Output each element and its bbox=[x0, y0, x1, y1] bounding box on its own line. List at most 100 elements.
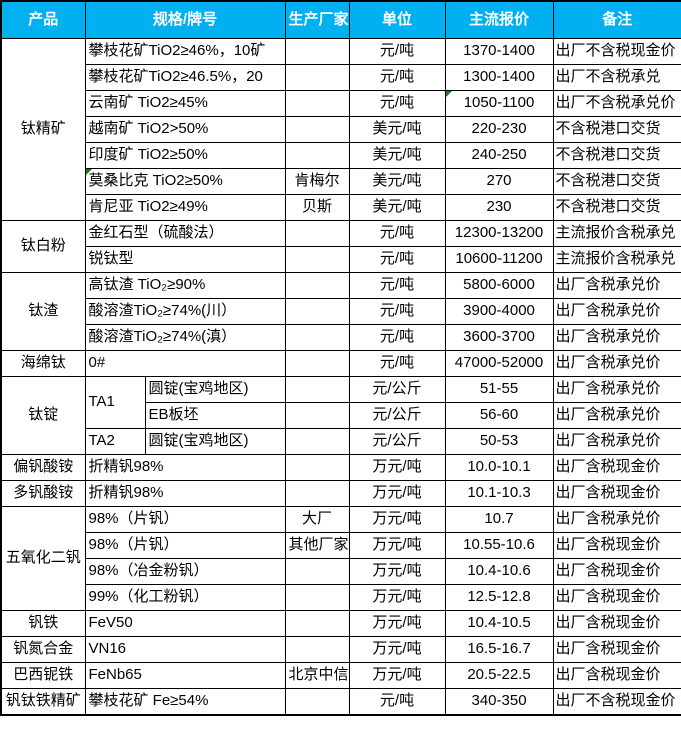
price-cell[interactable]: 10.4-10.5 bbox=[444, 610, 554, 637]
manufacturer-cell[interactable] bbox=[284, 636, 350, 663]
spec-cell[interactable]: 高钛渣 TiO₂≥90% bbox=[84, 272, 286, 299]
manufacturer-cell[interactable] bbox=[284, 402, 350, 429]
price-cell[interactable]: 56-60 bbox=[444, 402, 554, 429]
note-cell[interactable]: 出厂不含税承兑价 bbox=[552, 90, 681, 117]
price-cell[interactable]: 220-230 bbox=[444, 116, 554, 143]
note-cell[interactable]: 出厂含税承兑价 bbox=[552, 350, 681, 377]
note-cell[interactable]: 不含税港口交货 bbox=[552, 116, 681, 143]
price-cell[interactable]: 240-250 bbox=[444, 142, 554, 169]
unit-cell[interactable]: 元/公斤 bbox=[348, 428, 446, 455]
note-cell[interactable]: 不含税港口交货 bbox=[552, 142, 681, 169]
product-cell-ti-concentrate[interactable]: 钛精矿 bbox=[0, 38, 86, 221]
price-cell[interactable]: 10.4-10.6 bbox=[444, 558, 554, 585]
unit-cell[interactable]: 美元/吨 bbox=[348, 168, 446, 195]
product-cell-sponge-ti[interactable]: 海绵钛 bbox=[0, 350, 86, 377]
spec-cell[interactable]: 肯尼亚 TiO2≥49% bbox=[84, 194, 286, 221]
price-cell[interactable]: 1300-1400 bbox=[444, 64, 554, 91]
spec-grade-cell[interactable]: TA1 bbox=[84, 376, 146, 429]
header-unit[interactable]: 单位 bbox=[348, 0, 446, 39]
manufacturer-cell[interactable] bbox=[284, 558, 350, 585]
unit-cell[interactable]: 元/吨 bbox=[348, 324, 446, 351]
note-cell[interactable]: 出厂含税承兑价 bbox=[552, 506, 681, 533]
product-cell-ti-ingot[interactable]: 钛锭 bbox=[0, 376, 86, 455]
unit-cell[interactable]: 万元/吨 bbox=[348, 662, 446, 689]
note-cell[interactable]: 出厂含税承兑价 bbox=[552, 428, 681, 455]
price-cell[interactable]: 10.7 bbox=[444, 506, 554, 533]
product-cell-ammonium-polyvanadate[interactable]: 多钒酸铵 bbox=[0, 480, 86, 507]
unit-cell[interactable]: 元/吨 bbox=[348, 272, 446, 299]
price-cell[interactable]: 1050-1100 bbox=[444, 90, 554, 117]
price-cell[interactable]: 10.55-10.6 bbox=[444, 532, 554, 559]
note-cell[interactable]: 不含税港口交货 bbox=[552, 168, 681, 195]
spec-grade-cell[interactable]: TA2 bbox=[84, 428, 146, 455]
unit-cell[interactable]: 万元/吨 bbox=[348, 558, 446, 585]
product-cell-ti-dioxide[interactable]: 钛白粉 bbox=[0, 220, 86, 273]
manufacturer-cell[interactable]: 其他厂家 bbox=[284, 532, 350, 559]
spec-cell[interactable]: 金红石型（硫酸法） bbox=[84, 220, 286, 247]
note-cell[interactable]: 出厂含税承兑价 bbox=[552, 298, 681, 325]
spec-cell[interactable]: 酸溶渣TiO₂≥74%(滇） bbox=[84, 324, 286, 351]
unit-cell[interactable]: 万元/吨 bbox=[348, 636, 446, 663]
price-cell[interactable]: 5800-6000 bbox=[444, 272, 554, 299]
note-cell[interactable]: 出厂含税承兑价 bbox=[552, 376, 681, 403]
manufacturer-cell[interactable] bbox=[284, 116, 350, 143]
unit-cell[interactable]: 元/吨 bbox=[348, 350, 446, 377]
manufacturer-cell[interactable]: 北京中信 bbox=[284, 662, 350, 689]
note-cell[interactable]: 出厂含税承兑价 bbox=[552, 402, 681, 429]
spec-cell[interactable]: 越南矿 TiO2>50% bbox=[84, 116, 286, 143]
note-cell[interactable]: 出厂含税承兑价 bbox=[552, 324, 681, 351]
spec-cell[interactable]: 99%（化工粉钒） bbox=[84, 584, 286, 611]
manufacturer-cell[interactable] bbox=[284, 90, 350, 117]
unit-cell[interactable]: 美元/吨 bbox=[348, 194, 446, 221]
manufacturer-cell[interactable] bbox=[284, 220, 350, 247]
manufacturer-cell[interactable] bbox=[284, 454, 350, 481]
product-cell-vti-magnetite[interactable]: 钒钛铁精矿 bbox=[0, 688, 86, 716]
product-cell-v2o5[interactable]: 五氧化二钒 bbox=[0, 506, 86, 611]
unit-cell[interactable]: 万元/吨 bbox=[348, 480, 446, 507]
spec-cell[interactable]: 印度矿 TiO2≥50% bbox=[84, 142, 286, 169]
spec-cell[interactable]: 98%（片钒） bbox=[84, 506, 286, 533]
spec-form-cell[interactable]: EB板坯 bbox=[144, 402, 286, 429]
manufacturer-cell[interactable] bbox=[284, 38, 350, 65]
spec-cell[interactable]: 莫桑比克 TiO2≥50% bbox=[84, 168, 286, 195]
note-cell[interactable]: 不含税港口交货 bbox=[552, 194, 681, 221]
manufacturer-cell[interactable]: 贝斯 bbox=[284, 194, 350, 221]
product-cell-ferrovanadium[interactable]: 钒铁 bbox=[0, 610, 86, 637]
manufacturer-cell[interactable]: 大厂 bbox=[284, 506, 350, 533]
unit-cell[interactable]: 元/吨 bbox=[348, 90, 446, 117]
note-cell[interactable]: 出厂含税现金价 bbox=[552, 558, 681, 585]
manufacturer-cell[interactable] bbox=[284, 246, 350, 273]
product-cell-ti-slag[interactable]: 钛渣 bbox=[0, 272, 86, 351]
price-cell[interactable]: 10.1-10.3 bbox=[444, 480, 554, 507]
header-manufacturer[interactable]: 生产厂家 bbox=[284, 0, 350, 39]
spec-cell[interactable]: 98%（冶金粉钒） bbox=[84, 558, 286, 585]
header-note[interactable]: 备注 bbox=[552, 0, 681, 39]
spec-cell[interactable]: 0# bbox=[84, 350, 286, 377]
price-cell[interactable]: 51-55 bbox=[444, 376, 554, 403]
unit-cell[interactable]: 万元/吨 bbox=[348, 454, 446, 481]
header-spec[interactable]: 规格/牌号 bbox=[84, 0, 286, 39]
price-cell[interactable]: 12.5-12.8 bbox=[444, 584, 554, 611]
note-cell[interactable]: 出厂不含税承兑 bbox=[552, 64, 681, 91]
manufacturer-cell[interactable] bbox=[284, 428, 350, 455]
manufacturer-cell[interactable] bbox=[284, 350, 350, 377]
price-cell[interactable]: 3600-3700 bbox=[444, 324, 554, 351]
manufacturer-cell[interactable] bbox=[284, 64, 350, 91]
note-cell[interactable]: 出厂含税现金价 bbox=[552, 662, 681, 689]
price-cell[interactable]: 20.5-22.5 bbox=[444, 662, 554, 689]
unit-cell[interactable]: 万元/吨 bbox=[348, 532, 446, 559]
spec-cell[interactable]: 折精钒98% bbox=[84, 454, 286, 481]
spec-cell[interactable]: 云南矿 TiO2≥45% bbox=[84, 90, 286, 117]
spec-form-cell[interactable]: 圆锭(宝鸡地区) bbox=[144, 376, 286, 403]
spec-cell[interactable]: VN16 bbox=[84, 636, 286, 663]
unit-cell[interactable]: 万元/吨 bbox=[348, 610, 446, 637]
spec-cell[interactable]: 攀枝花矿 Fe≥54% bbox=[84, 688, 286, 716]
unit-cell[interactable]: 元/吨 bbox=[348, 220, 446, 247]
spec-cell[interactable]: 98%（片钒） bbox=[84, 532, 286, 559]
manufacturer-cell[interactable] bbox=[284, 324, 350, 351]
unit-cell[interactable]: 元/吨 bbox=[348, 688, 446, 716]
price-cell[interactable]: 50-53 bbox=[444, 428, 554, 455]
unit-cell[interactable]: 元/吨 bbox=[348, 38, 446, 65]
price-cell[interactable]: 16.5-16.7 bbox=[444, 636, 554, 663]
unit-cell[interactable]: 元/公斤 bbox=[348, 402, 446, 429]
